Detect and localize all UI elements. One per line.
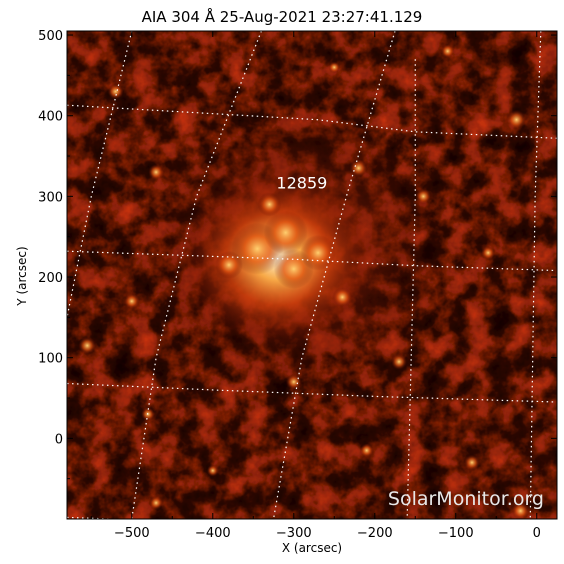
bright-patch (463, 454, 480, 471)
bright-patch (349, 159, 368, 178)
grid-longitude-line (67, 31, 133, 318)
x-tick-label: −500 (114, 526, 150, 541)
y-tick-label: 0 (55, 432, 63, 447)
y-tick-label: 100 (38, 352, 63, 367)
plot-area (67, 31, 557, 519)
bright-patch (78, 336, 97, 355)
y-axis-ticks: 500 400 300 200 100 0 (38, 29, 557, 480)
bright-patch (263, 210, 308, 255)
x-axis-title: X (arcsec) (282, 541, 342, 555)
grid-latitude-line (67, 104, 557, 139)
bright-patch (332, 287, 353, 308)
bright-patch (149, 495, 164, 510)
active-region-glow (78, 44, 530, 519)
bright-patch (148, 164, 165, 181)
x-tick-label: −100 (438, 526, 474, 541)
bright-patch (511, 501, 530, 519)
x-tick-label: −200 (357, 526, 393, 541)
bright-patch (481, 245, 496, 260)
y-tick-label: 300 (38, 190, 63, 205)
watermark: SolarMonitor.org (388, 488, 544, 510)
y-tick-label: 400 (38, 110, 63, 125)
x-tick-label: 0 (533, 526, 541, 541)
plot-title: AIA 304 Å 25-Aug-2021 23:27:41.129 (142, 7, 423, 26)
y-axis-title: Y (arcsec) (15, 246, 29, 306)
grid-longitude-line (272, 31, 396, 519)
bright-patch (440, 44, 455, 59)
y-tick-label: 200 (38, 271, 63, 286)
bright-patch (285, 373, 302, 390)
grid-longitude-line (529, 31, 542, 519)
bright-patch (257, 192, 282, 217)
bright-patch (123, 293, 140, 310)
active-region-label: 12859 (276, 173, 327, 192)
bright-patch (391, 353, 408, 370)
bright-patch (214, 250, 243, 279)
bright-patch (328, 61, 341, 74)
x-tick-label: −300 (276, 526, 312, 541)
x-axis-ticks: −500 −400 −300 −200 −100 0 (90, 31, 541, 541)
heliographic-grid (67, 31, 557, 519)
plot-frame (66, 30, 558, 520)
bright-patch (206, 464, 219, 477)
grid-longitude-line (131, 31, 262, 519)
bright-patch (506, 109, 527, 130)
y-tick-label: 500 (38, 29, 63, 44)
bright-patch (415, 188, 432, 205)
x-tick-label: −400 (195, 526, 231, 541)
bright-patch (359, 443, 374, 458)
bright-patch (107, 83, 124, 100)
bright-patch (300, 234, 337, 271)
